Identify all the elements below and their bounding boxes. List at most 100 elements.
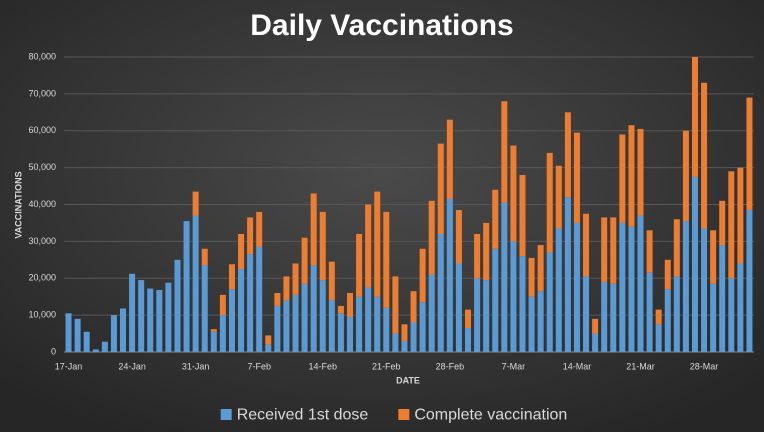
bar-segment [728, 171, 735, 279]
bar-segment [737, 263, 744, 352]
bar-segment [719, 245, 726, 352]
bar-segment [728, 278, 735, 352]
bar-segment [446, 119, 453, 199]
x-tick-label: 14-Mar [563, 361, 592, 371]
bar-segment [428, 274, 435, 352]
bar-segment [256, 211, 263, 247]
bar-segment [301, 237, 308, 284]
bar-segment [219, 294, 226, 316]
x-axis-title: DATE [396, 375, 420, 385]
bar-segment [374, 296, 381, 352]
bar-segment [537, 245, 544, 292]
bar-segment [573, 222, 580, 352]
bar-segment [564, 112, 571, 198]
bar-segment [465, 328, 472, 352]
bar-segment [682, 130, 689, 222]
y-tick-label: 10,000 [28, 310, 56, 320]
x-tick-label: 14-Feb [308, 361, 337, 371]
bar-segment [701, 228, 708, 352]
bar-segment [419, 302, 426, 352]
y-tick-label: 0 [51, 346, 56, 356]
bar-segment [691, 176, 698, 352]
bar-segment [210, 331, 217, 352]
bar-segment [555, 228, 562, 352]
bar-segment [673, 276, 680, 352]
bar-segment [247, 254, 254, 352]
bar-segment [274, 305, 281, 352]
bar-segment [528, 257, 535, 297]
bar-segment [192, 215, 199, 352]
bar-segment [283, 276, 290, 301]
bar-segment [546, 152, 553, 253]
bar-segment [455, 263, 462, 352]
bar-segment [746, 210, 753, 352]
bar-segment [710, 283, 717, 352]
y-tick-label: 60,000 [28, 125, 56, 135]
y-axis-title: VACCINATIONS [13, 171, 23, 238]
bar-segment [528, 296, 535, 352]
bar-segment [238, 269, 245, 352]
bar-segment [519, 256, 526, 352]
bar-segment [256, 246, 263, 352]
bar-segment [165, 282, 172, 352]
y-tick-label: 80,000 [28, 51, 56, 61]
bar-segment [228, 289, 235, 352]
bar-segment [737, 167, 744, 264]
bar-segment [646, 230, 653, 273]
bar-segment [573, 132, 580, 223]
legend-label: Received 1st dose [237, 407, 369, 424]
bar-segment [101, 341, 108, 352]
bar-segment [174, 259, 181, 352]
bar-segment [419, 248, 426, 303]
y-tick-label: 50,000 [28, 162, 56, 172]
bar-segment [201, 248, 208, 266]
bar-segment [301, 283, 308, 352]
bar-segment [492, 248, 499, 352]
bar-segment [583, 276, 590, 352]
bar-segment [510, 241, 517, 352]
bar-segment [492, 189, 499, 249]
bar-segment [65, 313, 72, 352]
bar-segment [455, 210, 462, 264]
bar-segment [673, 219, 680, 277]
bar-segment [664, 259, 671, 290]
bar-segment [310, 265, 317, 352]
bar-segment [292, 263, 299, 295]
bar-segment [583, 213, 590, 277]
y-tick-label: 40,000 [28, 199, 56, 209]
bar-segment [592, 333, 599, 352]
bar-segment [655, 309, 662, 325]
bar-segment [383, 307, 390, 352]
bar-segment [337, 313, 344, 352]
bar-segment [592, 318, 599, 334]
legend-label: Complete vaccination [414, 407, 567, 424]
bar-segment [710, 230, 717, 284]
bar-segment [546, 252, 553, 352]
bar-segment [701, 82, 708, 229]
x-tick-label: 31-Jan [182, 361, 210, 371]
bar-segment [156, 290, 163, 352]
bar-segment [437, 234, 444, 352]
bar-segment [401, 340, 408, 352]
bar-segment [319, 280, 326, 352]
bar-segment [346, 316, 353, 352]
x-tick-label: 7-Mar [502, 361, 526, 371]
x-tick-label: 17-Jan [55, 361, 83, 371]
bar-segment [537, 291, 544, 352]
y-tick-label: 30,000 [28, 236, 56, 246]
y-tick-label: 20,000 [28, 273, 56, 283]
bar-segment [474, 278, 481, 352]
bar-segment [628, 226, 635, 352]
chart-title: Daily Vaccinations [250, 9, 513, 42]
bar-segment [619, 134, 626, 223]
bar-segment [664, 289, 671, 352]
bar-segment [374, 191, 381, 297]
bar-segment [746, 97, 753, 211]
bar-segment [392, 333, 399, 352]
bar-segment [210, 329, 217, 332]
bar-segment [519, 175, 526, 257]
bar-segment [637, 215, 644, 352]
bar-segment [129, 273, 136, 352]
bar-segment [610, 283, 617, 352]
bar-segment [356, 296, 363, 352]
